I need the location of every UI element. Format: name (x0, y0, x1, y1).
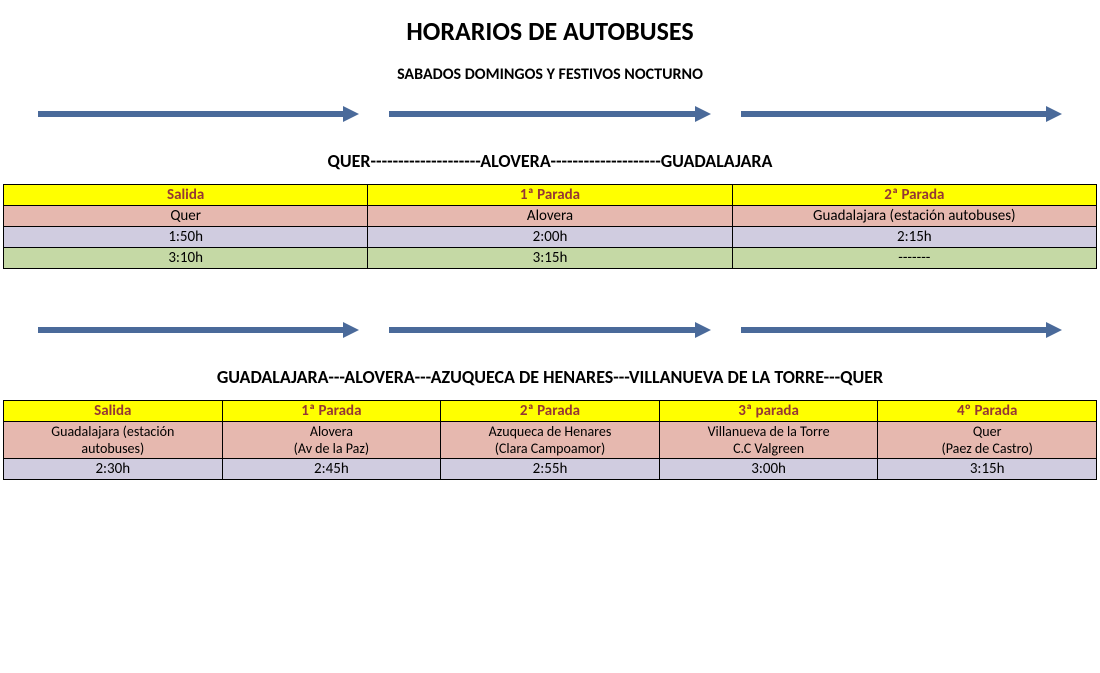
table-header-cell: 1ª Parada (222, 401, 441, 422)
table-row: 2:30h2:45h2:55h3:00h3:15h (4, 459, 1097, 480)
table-cell: Villanueva de la TorreC.C Valgreen (659, 422, 878, 459)
table-header-cell: Salida (4, 401, 223, 422)
arrow-icon (38, 324, 359, 336)
arrow-icon (389, 108, 710, 120)
table-cell: 2:15h (732, 227, 1096, 248)
table-header-cell: Salida (4, 185, 368, 206)
table-cell: ------- (732, 248, 1096, 269)
table-cell: 3:15h (878, 459, 1097, 480)
table-cell: 3:15h (368, 248, 732, 269)
route1-title: QUER--------------------ALOVERA---------… (3, 150, 1097, 172)
table-cell: Quer (4, 206, 368, 227)
table-cell: 3:10h (4, 248, 368, 269)
table-cell: 3:00h (659, 459, 878, 480)
table-header-cell: 4º Parada (878, 401, 1097, 422)
table-cell: Azuqueca de Henares(Clara Campoamor) (441, 422, 660, 459)
table-row: 3:10h3:15h------- (4, 248, 1097, 269)
table-cell: Guadalajara (estaciónautobuses) (4, 422, 223, 459)
route2-title: GUADALAJARA---ALOVERA---AZUQUECA DE HENA… (3, 366, 1097, 388)
arrow-icon (741, 324, 1062, 336)
table-header-row: Salida1ª Parada2ª Parada3ª parada4º Para… (4, 401, 1097, 422)
table-cell: Guadalajara (estación autobuses) (732, 206, 1096, 227)
table-location-row: QuerAloveraGuadalajara (estación autobus… (4, 206, 1097, 227)
page-subtitle: SABADOS DOMINGOS Y FESTIVOS NOCTURNO (3, 65, 1097, 84)
table-header-cell: 2ª Parada (732, 185, 1096, 206)
table-row: 1:50h2:00h2:15h (4, 227, 1097, 248)
table-header-cell: 2ª Parada (441, 401, 660, 422)
page-title: HORARIOS DE AUTOBUSES (3, 15, 1097, 47)
table-cell: Alovera (368, 206, 732, 227)
arrow-row-1 (3, 108, 1097, 120)
arrow-icon (741, 108, 1062, 120)
table-header-cell: 1ª Parada (368, 185, 732, 206)
route2-table: Salida1ª Parada2ª Parada3ª parada4º Para… (3, 400, 1097, 480)
arrow-icon (389, 324, 710, 336)
route1-table: Salida1ª Parada2ª Parada QuerAloveraGuad… (3, 184, 1097, 269)
arrow-row-2 (3, 324, 1097, 336)
table-cell: 1:50h (4, 227, 368, 248)
table-cell: Quer(Paez de Castro) (878, 422, 1097, 459)
arrow-icon (38, 108, 359, 120)
table-header-cell: 3ª parada (659, 401, 878, 422)
table-header-row: Salida1ª Parada2ª Parada (4, 185, 1097, 206)
table-cell: 2:55h (441, 459, 660, 480)
table-cell: 2:30h (4, 459, 223, 480)
table-cell: 2:45h (222, 459, 441, 480)
table-cell: 2:00h (368, 227, 732, 248)
table-cell: Alovera(Av de la Paz) (222, 422, 441, 459)
table-location-row: Guadalajara (estaciónautobuses)Alovera(A… (4, 422, 1097, 459)
